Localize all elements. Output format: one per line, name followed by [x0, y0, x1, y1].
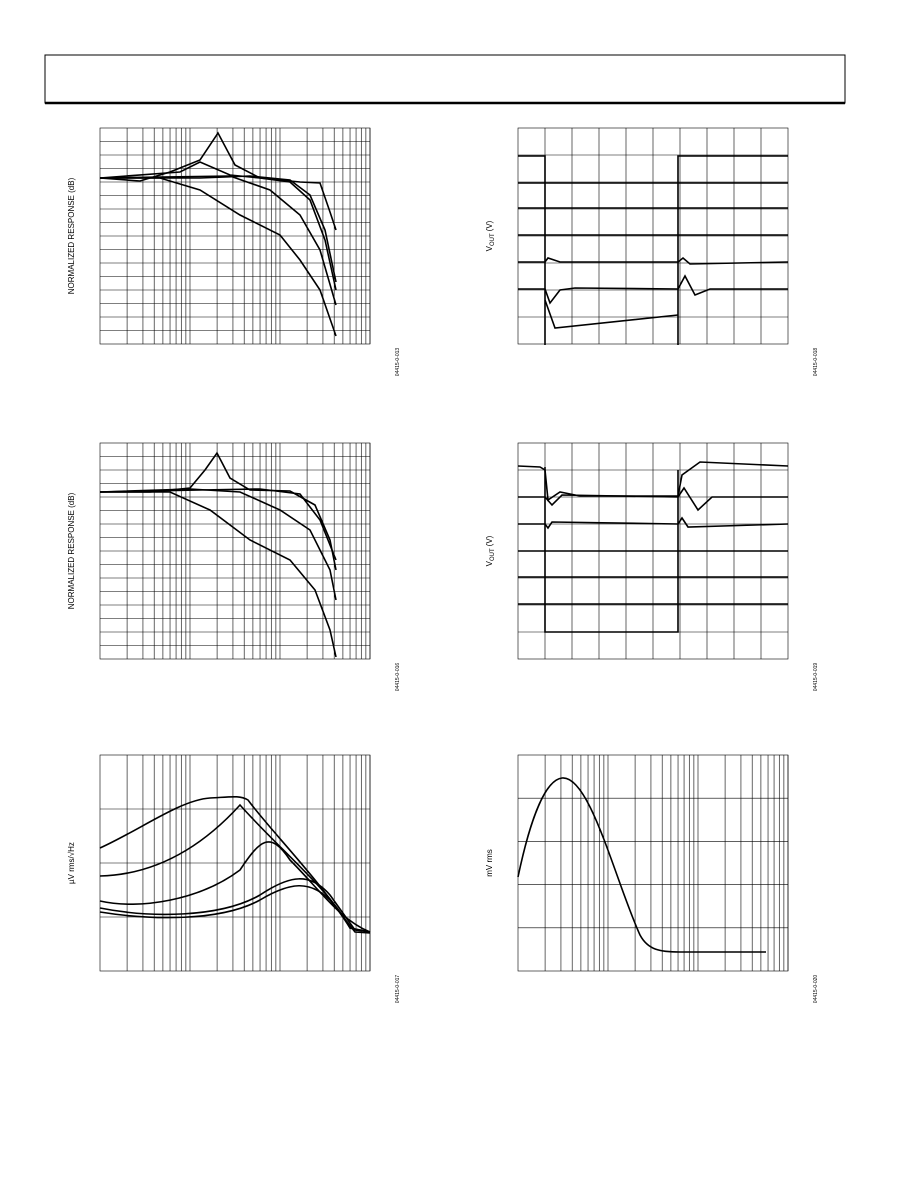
label-sub: OUT [490, 548, 496, 561]
y-axis-label: NORMALIZED RESPONSE (dB) [67, 177, 76, 294]
figure-id: 04415-0-019 [813, 663, 819, 692]
figure-id: 04415-0-017 [395, 975, 401, 1004]
curve [677, 155, 788, 345]
y-axis-label: VOUT (V) [485, 535, 496, 566]
curve [99, 795, 371, 933]
label-main: V [485, 560, 494, 566]
curve [544, 299, 679, 329]
figure-id: 04415-0-016 [395, 663, 401, 692]
curve [99, 488, 337, 561]
curve [100, 451, 337, 571]
label-unit: (V) [485, 535, 494, 546]
y-axis-label: µV rms/√Hz [67, 842, 76, 884]
curve [99, 175, 337, 306]
curve [518, 182, 788, 236]
curve [99, 841, 371, 933]
figure-id: 04415-0-013 [395, 348, 401, 377]
curve [518, 155, 546, 345]
curve [100, 177, 337, 337]
label-main: V [485, 245, 494, 251]
figure-id: 04415-0-020 [813, 975, 819, 1004]
curve [99, 131, 337, 291]
label-unit: (V) [485, 220, 494, 231]
curve [518, 550, 788, 605]
y-axis-label: VOUT (V) [485, 220, 496, 251]
labels: NORMALIZED RESPONSE (dB)04415-0-013VOUT(… [67, 177, 819, 1003]
y-axis-label: mV rms [485, 849, 494, 877]
curves [99, 131, 789, 953]
figure-id: 04415-0-018 [813, 348, 819, 377]
curve [517, 777, 766, 953]
plot-frame [517, 754, 789, 972]
curve [518, 274, 788, 305]
curve [544, 467, 679, 633]
curve [100, 491, 337, 658]
curve [99, 488, 337, 601]
grids [99, 127, 789, 972]
y-axis-label: NORMALIZED RESPONSE (dB) [67, 492, 76, 609]
curve [100, 175, 337, 283]
label-sub: OUT [490, 233, 496, 246]
curve [99, 161, 337, 231]
curve [99, 884, 371, 934]
curve [518, 256, 789, 265]
curve [99, 878, 371, 933]
curve [517, 461, 789, 502]
header-box [44, 54, 846, 104]
